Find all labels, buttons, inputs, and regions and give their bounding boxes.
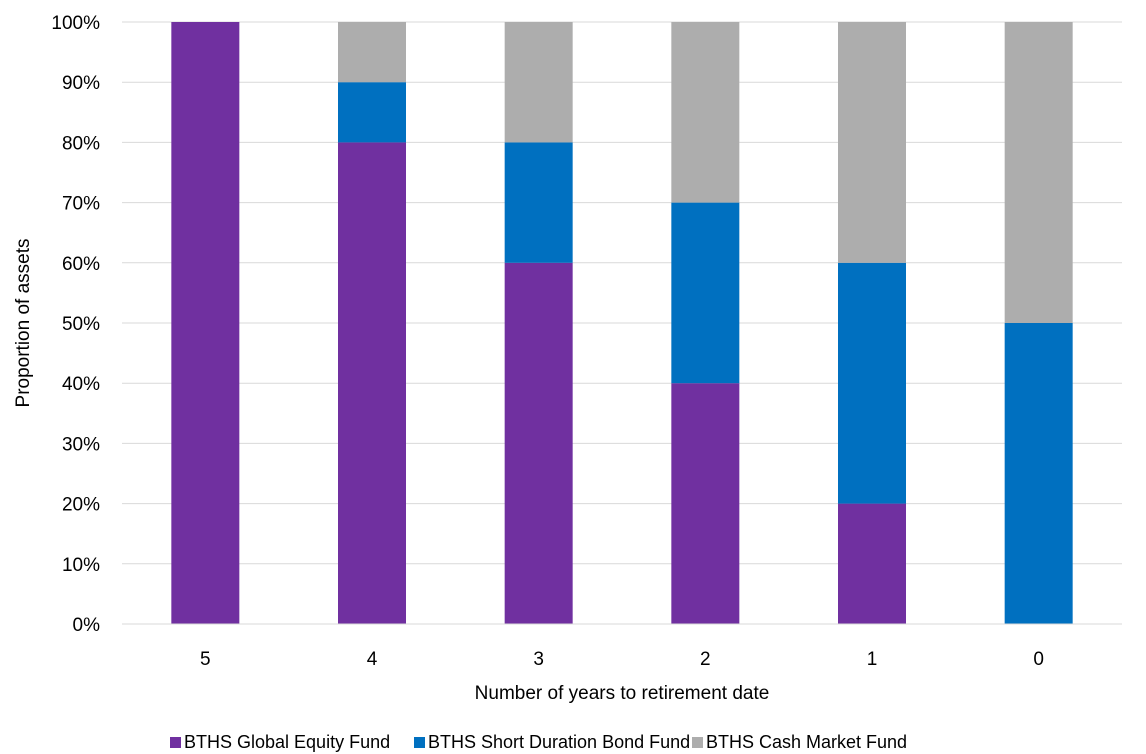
bar-segment bbox=[838, 22, 906, 263]
y-axis-title: Proportion of assets bbox=[13, 239, 34, 408]
bar-segment bbox=[504, 22, 573, 143]
y-tick-label: 0% bbox=[73, 615, 101, 636]
x-tick-label: 0 bbox=[1033, 649, 1044, 670]
legend-swatch bbox=[170, 737, 181, 748]
bar-segment bbox=[171, 22, 240, 624]
legend-swatch bbox=[414, 737, 425, 748]
bar-segment bbox=[671, 22, 740, 203]
y-axis-ticks: 0% 10% 20% 30% 40% 50% 60% 70% 80% 90% 100% bbox=[51, 13, 100, 636]
bars bbox=[171, 22, 1073, 624]
legend-label: BTHS Short Duration Bond Fund bbox=[428, 732, 690, 752]
y-tick-label: 90% bbox=[62, 73, 100, 94]
y-tick-label: 70% bbox=[62, 194, 100, 215]
x-tick-label: 4 bbox=[367, 649, 378, 670]
x-tick-label: 5 bbox=[200, 649, 211, 670]
y-tick-label: 30% bbox=[62, 434, 100, 455]
y-tick-label: 20% bbox=[62, 495, 100, 516]
bar-segment bbox=[338, 82, 406, 143]
y-tick-label: 80% bbox=[62, 133, 100, 154]
x-axis-ticks: 5 4 3 2 1 0 bbox=[200, 649, 1044, 670]
gridlines bbox=[122, 21, 1122, 565]
x-tick-label: 3 bbox=[533, 649, 544, 670]
bar-segment bbox=[338, 142, 406, 624]
bar-segment bbox=[1004, 22, 1073, 323]
legend: BTHS Global Equity Fund BTHS Short Durati… bbox=[170, 732, 907, 752]
x-tick-label: 1 bbox=[867, 649, 878, 670]
y-tick-label: 60% bbox=[62, 254, 100, 275]
legend-label: BTHS Global Equity Fund bbox=[184, 732, 390, 752]
bar-segment bbox=[1004, 323, 1073, 624]
bar-segment bbox=[338, 22, 406, 83]
bar-segment bbox=[671, 383, 740, 624]
y-tick-label: 40% bbox=[62, 374, 100, 395]
legend-swatch bbox=[692, 737, 703, 748]
bar-segment bbox=[671, 202, 740, 384]
x-axis-title: Number of years to retirement date bbox=[475, 683, 770, 704]
legend-item: BTHS Short Duration Bond Fund bbox=[414, 732, 690, 752]
bar-segment bbox=[838, 262, 906, 504]
legend-label: BTHS Cash Market Fund bbox=[706, 732, 907, 752]
bar-segment bbox=[504, 142, 573, 263]
x-tick-label: 2 bbox=[700, 649, 711, 670]
y-tick-label: 50% bbox=[62, 314, 100, 335]
bar-segment bbox=[504, 262, 573, 624]
y-tick-label: 100% bbox=[51, 13, 100, 34]
y-tick-label: 10% bbox=[62, 555, 100, 576]
legend-item: BTHS Cash Market Fund bbox=[692, 732, 907, 752]
bar-segment bbox=[838, 503, 906, 624]
legend-item: BTHS Global Equity Fund bbox=[170, 732, 390, 752]
